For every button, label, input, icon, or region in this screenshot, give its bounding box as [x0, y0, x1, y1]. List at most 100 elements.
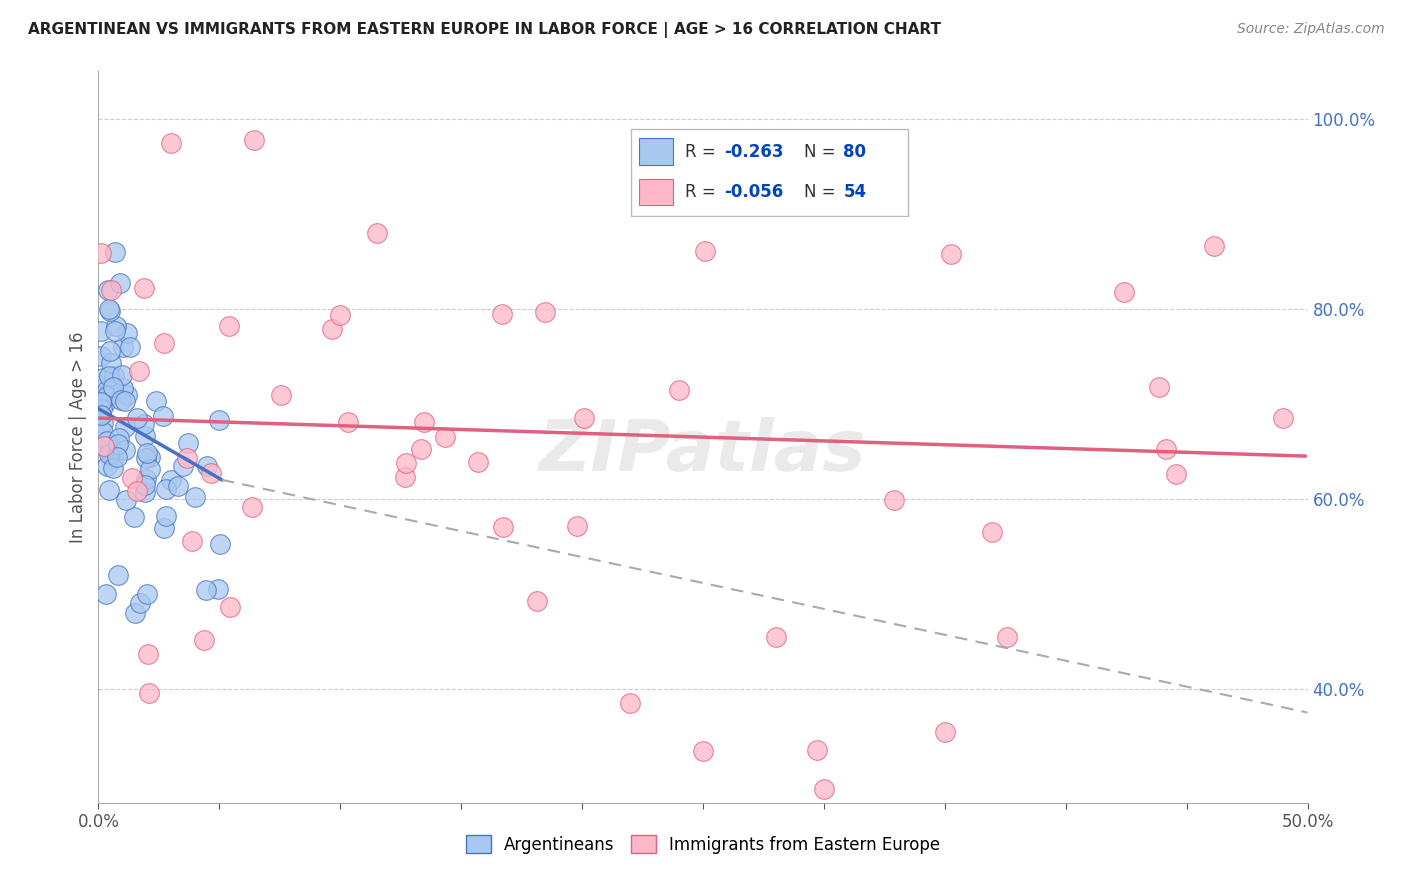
- Point: [176, 450, 198, 465]
- Point: [193, 632, 215, 647]
- Point: [100, 386, 122, 401]
- Point: [101, 450, 124, 465]
- Point: [90, 408, 112, 422]
- Point: [127, 484, 149, 499]
- Text: Source: ZipAtlas.com: Source: ZipAtlas.com: [1237, 22, 1385, 37]
- Point: [91, 416, 114, 430]
- Point: [152, 409, 174, 423]
- Point: [195, 582, 218, 597]
- Point: [467, 455, 489, 469]
- Point: [100, 438, 122, 452]
- Point: [172, 458, 194, 473]
- Point: [134, 478, 156, 492]
- Point: [90, 349, 112, 363]
- Point: [366, 226, 388, 240]
- Point: [111, 381, 134, 395]
- Point: [136, 446, 159, 460]
- Point: [200, 466, 222, 480]
- Point: [240, 500, 263, 515]
- Point: [337, 415, 360, 429]
- Point: [100, 283, 122, 297]
- Text: N =: N =: [804, 183, 841, 201]
- Text: 54: 54: [844, 183, 866, 201]
- Point: [160, 136, 183, 150]
- Text: R =: R =: [685, 183, 721, 201]
- Point: [813, 781, 835, 796]
- Point: [96, 459, 118, 474]
- Point: [409, 442, 432, 456]
- Text: R =: R =: [685, 143, 721, 161]
- Point: [138, 462, 160, 476]
- Point: [1164, 467, 1187, 481]
- Point: [136, 647, 159, 661]
- Point: [127, 411, 149, 425]
- Point: [108, 431, 131, 445]
- Point: [93, 439, 115, 453]
- Point: [1149, 380, 1171, 394]
- Point: [181, 534, 204, 549]
- Point: [1204, 239, 1226, 253]
- Point: [114, 442, 136, 457]
- Point: [995, 631, 1018, 645]
- Point: [128, 596, 150, 610]
- Point: [90, 324, 112, 338]
- Point: [195, 458, 218, 473]
- Point: [98, 447, 121, 461]
- Point: [98, 444, 121, 458]
- Point: [145, 394, 167, 409]
- Point: [115, 388, 138, 402]
- Point: [160, 473, 183, 487]
- Point: [270, 388, 292, 402]
- Point: [98, 344, 121, 359]
- Point: [155, 483, 177, 497]
- Point: [132, 280, 155, 294]
- Point: [111, 340, 134, 354]
- Point: [114, 420, 136, 434]
- Point: [209, 537, 232, 551]
- Point: [105, 450, 128, 464]
- Text: ARGENTINEAN VS IMMIGRANTS FROM EASTERN EUROPE IN LABOR FORCE | AGE > 16 CORRELAT: ARGENTINEAN VS IMMIGRANTS FROM EASTERN E…: [28, 22, 941, 38]
- Text: N =: N =: [804, 143, 841, 161]
- Point: [526, 594, 548, 608]
- Point: [117, 326, 139, 340]
- Point: [96, 383, 118, 397]
- Point: [94, 587, 117, 601]
- Point: [104, 244, 127, 259]
- Point: [107, 436, 129, 450]
- Point: [101, 461, 124, 475]
- Point: [134, 417, 156, 431]
- Point: [105, 318, 128, 333]
- Point: [321, 322, 343, 336]
- Point: [139, 450, 162, 464]
- Point: [134, 484, 156, 499]
- Point: [765, 630, 787, 644]
- Point: [534, 305, 557, 319]
- Point: [394, 469, 416, 483]
- Point: [1156, 442, 1178, 456]
- Y-axis label: In Labor Force | Age > 16: In Labor Force | Age > 16: [69, 331, 87, 543]
- Point: [134, 429, 156, 443]
- FancyBboxPatch shape: [640, 138, 673, 165]
- Point: [108, 277, 131, 291]
- Point: [115, 493, 138, 508]
- Point: [114, 394, 136, 409]
- Point: [218, 318, 240, 333]
- Point: [1112, 285, 1135, 299]
- Point: [153, 521, 176, 535]
- Point: [412, 415, 434, 429]
- Point: [806, 742, 828, 756]
- Point: [941, 247, 963, 261]
- Point: [433, 430, 456, 444]
- Point: [980, 524, 1002, 539]
- Point: [329, 308, 352, 322]
- Point: [122, 509, 145, 524]
- Point: [90, 246, 112, 260]
- Point: [243, 133, 266, 147]
- Point: [96, 388, 118, 402]
- Point: [90, 395, 112, 409]
- Point: [135, 450, 157, 465]
- Point: [98, 303, 121, 318]
- Point: [934, 724, 956, 739]
- Point: [97, 483, 120, 497]
- Point: [98, 301, 121, 316]
